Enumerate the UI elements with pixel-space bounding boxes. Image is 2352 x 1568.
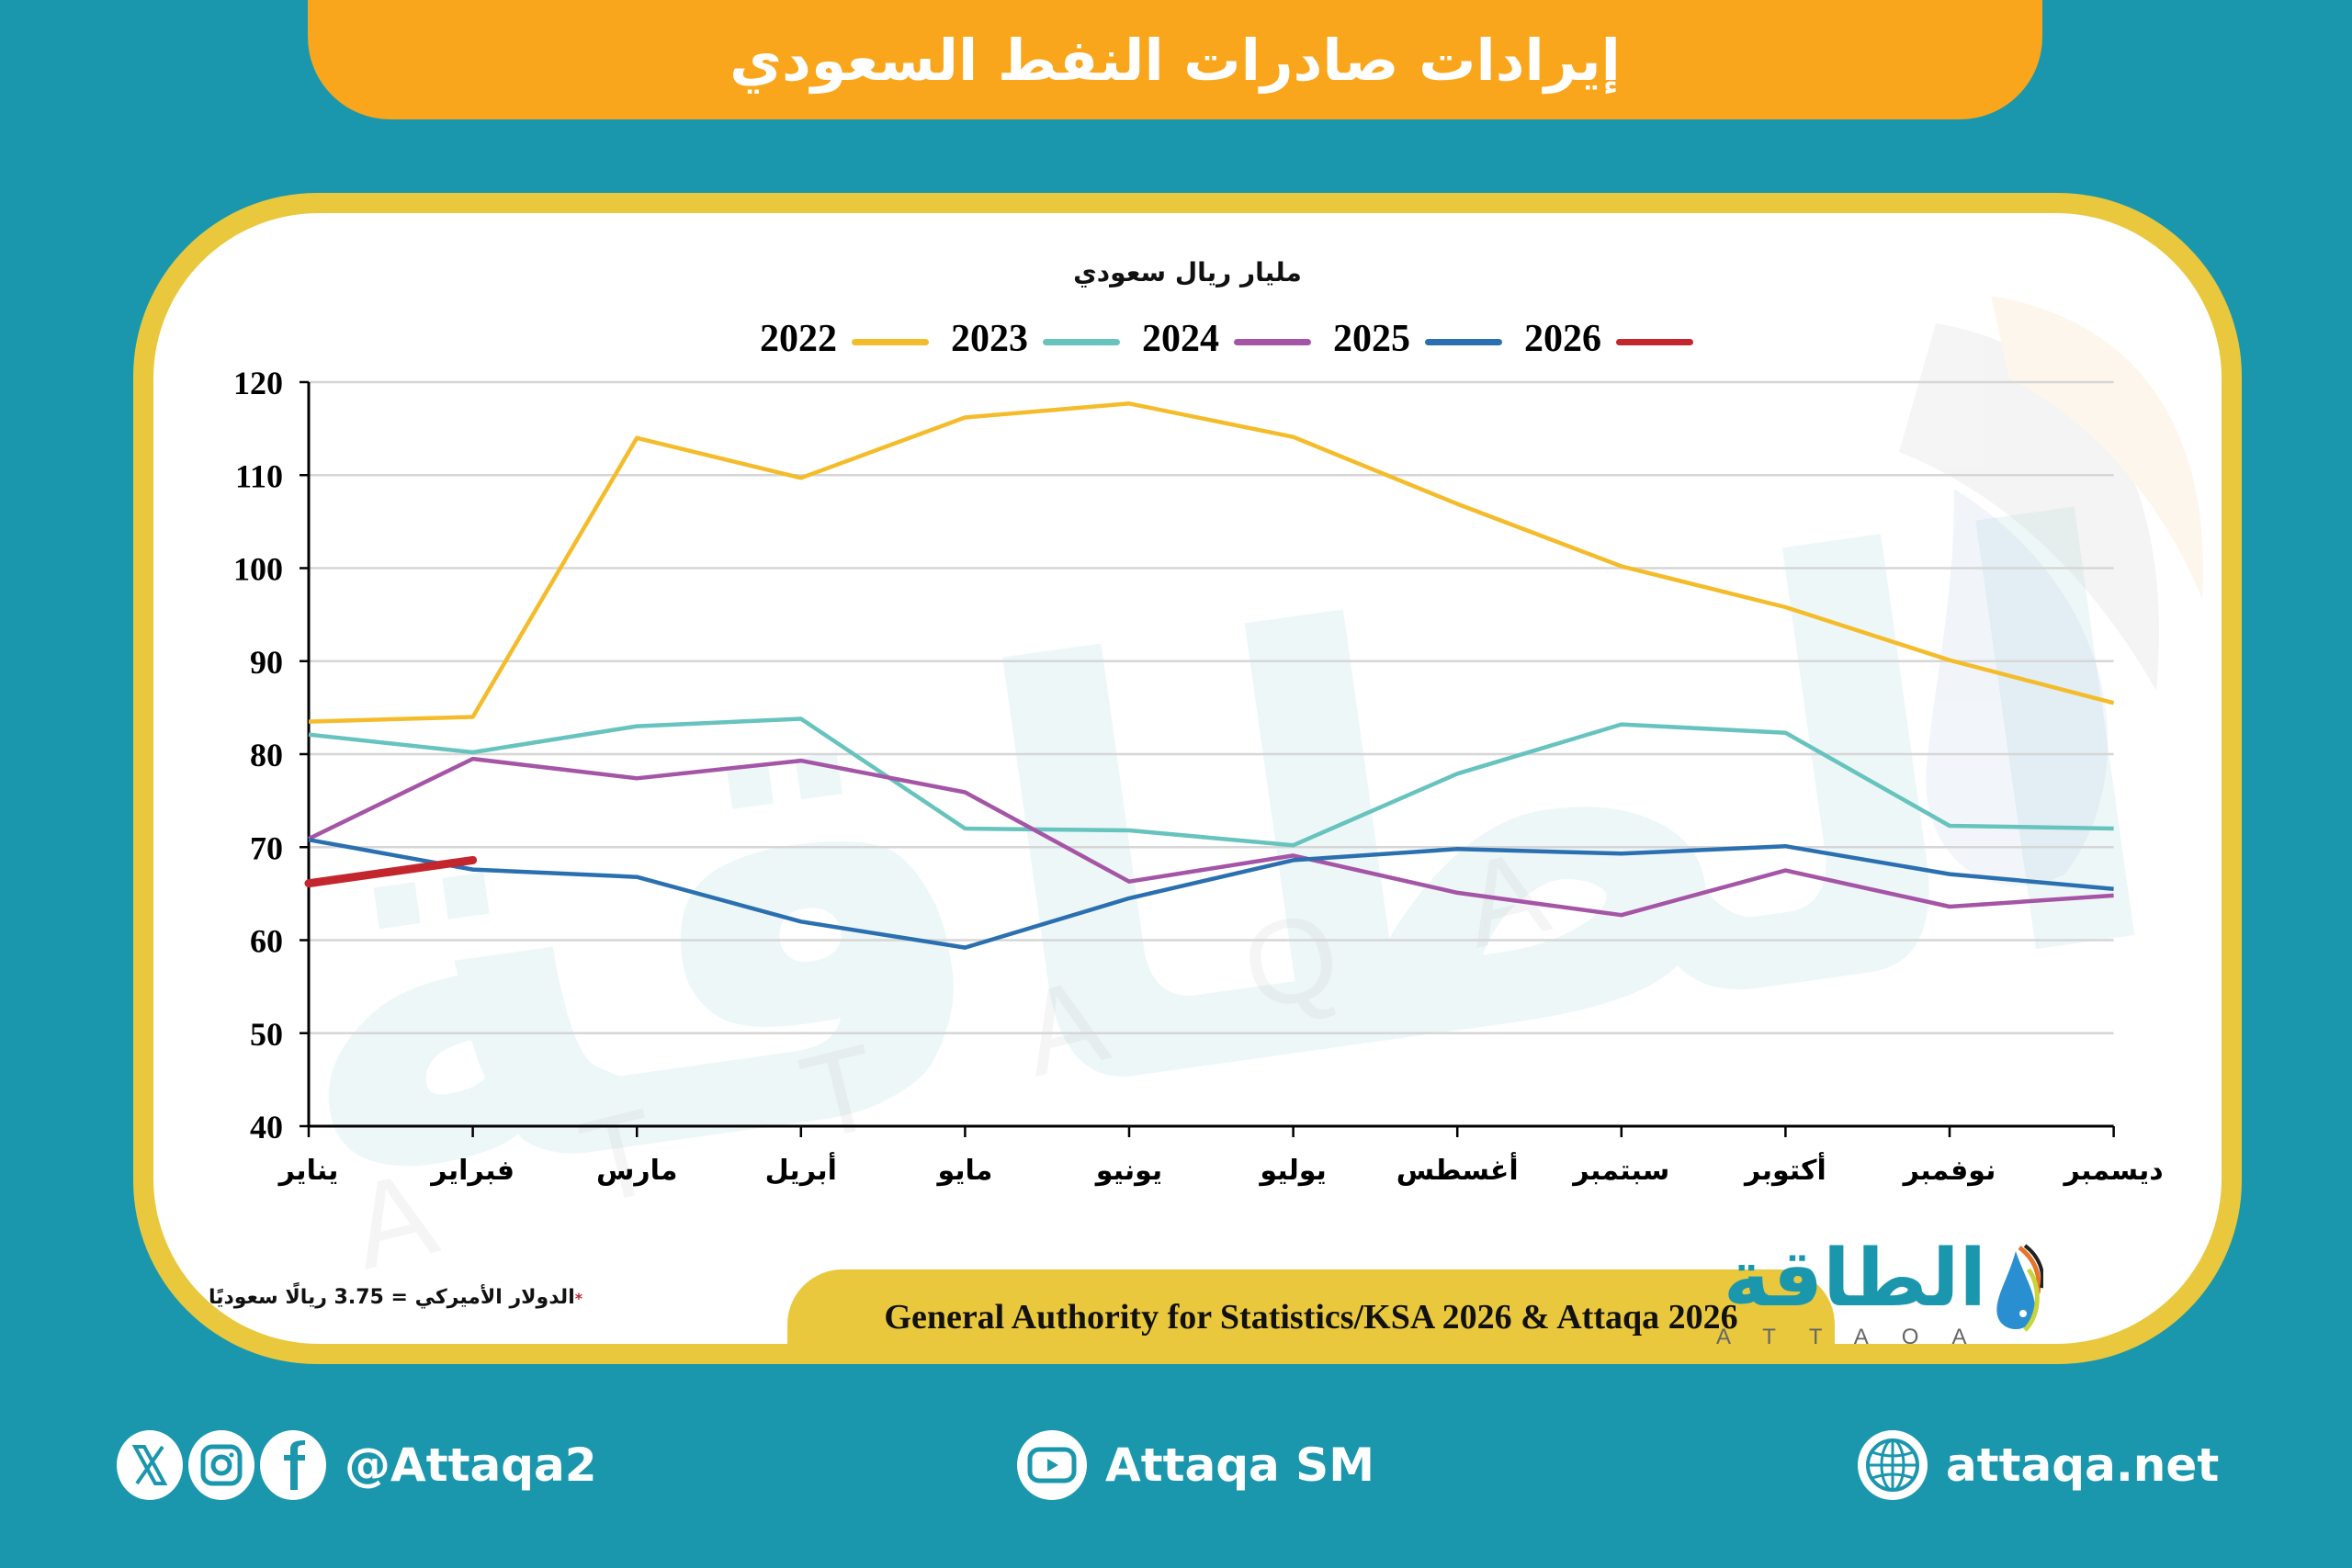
chart-card: الطاقة A T T A Q A مليار ريال سعودي 2022…	[133, 193, 2242, 1364]
youtube-channel-text[interactable]: Attaqa SM	[1105, 1438, 1374, 1492]
legend-swatch	[1425, 338, 1502, 345]
line-chart: 40 50 60 70 80 90 100 110 120 يناير فبراير مارس أبري…	[233, 365, 2164, 1187]
x-tick-label: مايو	[935, 1155, 992, 1187]
y-tick-label: 110	[235, 457, 283, 494]
y-tick-label: 40	[250, 1109, 283, 1145]
x-tick-label: أغسطس	[1396, 1152, 1519, 1187]
legend-year-label: 2025	[1333, 318, 1410, 360]
unit-label: مليار ريال سعودي	[1073, 257, 1302, 288]
y-tick-label: 60	[250, 923, 283, 960]
chart-card-body: الطاقة A T T A Q A مليار ريال سعودي 2022…	[153, 213, 2222, 1344]
legend-year-label: 2026	[1524, 318, 1601, 360]
x-tick-label: يوليو	[1258, 1155, 1326, 1187]
legend-year-label: 2024	[1142, 318, 1219, 360]
y-tick-label: 70	[250, 829, 283, 866]
currency-note: *الدولار الأميركي = 3.75 ريالًا سعوديًا	[209, 1286, 582, 1309]
legend-item-2023: 2023	[951, 317, 1142, 361]
x-tick-label: أبريل	[765, 1152, 837, 1187]
series-line-2025	[308, 837, 2114, 950]
youtube-icon[interactable]	[1017, 1430, 1087, 1500]
x-tick-label: فبراير	[429, 1155, 514, 1187]
y-axis: 40 50 60 70 80 90 100 110 120	[233, 365, 2114, 1145]
series-line-2026	[304, 855, 478, 888]
note-asterisk: *	[574, 1290, 583, 1307]
legend-item-2025: 2025	[1333, 317, 1524, 361]
x-tick-label: يونيو	[1094, 1155, 1162, 1187]
legend-year-label: 2023	[951, 318, 1028, 360]
y-tick-label: 100	[233, 551, 283, 588]
x-tick-label: يناير	[277, 1155, 339, 1187]
legend-swatch	[1043, 338, 1120, 345]
x-tick-label: مارس	[596, 1155, 678, 1187]
legend-item-2022: 2022	[760, 317, 951, 361]
currency-note-text: الدولار الأميركي = 3.75 ريالًا سعوديًا	[209, 1286, 575, 1309]
x-tick-label: سبتمبر	[1571, 1155, 1669, 1187]
logo-drop-icon	[1996, 1244, 2043, 1332]
x-tick-label: أكتوبر	[1743, 1152, 1826, 1187]
y-tick-label: 120	[233, 365, 283, 401]
y-tick-label: 50	[250, 1016, 283, 1053]
source-band: General Authority for Statistics/KSA 202…	[787, 1269, 1835, 1344]
source-text: General Authority for Statistics/KSA 202…	[884, 1298, 1738, 1337]
page-title: إيرادات صادرات النفط السعودي	[729, 26, 1621, 94]
website-text[interactable]: attaqa.net	[1946, 1438, 2220, 1492]
legend-swatch	[1616, 338, 1693, 345]
title-banner: إيرادات صادرات النفط السعودي	[308, 0, 2042, 119]
youtube-channel: Attaqa SM	[1017, 1430, 1374, 1500]
x-twitter-icon[interactable]	[117, 1430, 183, 1500]
series-line-2023	[308, 716, 2114, 848]
legend-year-label: 2022	[760, 318, 837, 360]
website: attaqa.net	[1858, 1430, 2219, 1500]
y-tick-label: 80	[250, 737, 283, 773]
y-tick-label: 90	[250, 644, 283, 681]
x-tick-label: نوفمبر	[1902, 1155, 1996, 1187]
chart-legend: 2022 2023 2024 2025 2026	[760, 316, 1715, 362]
series-line-2022	[308, 401, 2115, 724]
legend-item-2024: 2024	[1142, 317, 1333, 361]
legend-swatch	[852, 338, 929, 345]
legend-swatch	[1234, 338, 1311, 345]
series-lines	[304, 401, 2115, 950]
x-axis: يناير فبراير مارس أبريل مايو يونيو يوليو أغسطس س…	[277, 1124, 2164, 1187]
x-tick-label: ديسمبر	[2062, 1155, 2163, 1187]
facebook-icon[interactable]	[260, 1430, 326, 1500]
social-handle-text[interactable]: @Attaqa2	[345, 1438, 597, 1492]
logo-arabic-text: الطاقة	[1723, 1233, 1986, 1325]
logo-english-text: ATTAQA	[1716, 1325, 2000, 1344]
globe-icon[interactable]	[1858, 1430, 1928, 1500]
attaqa-logo: الطاقة ATTAQA	[1711, 1233, 2043, 1344]
instagram-icon[interactable]	[188, 1430, 254, 1500]
social-handles: @Attaqa2	[117, 1430, 597, 1500]
series-line-2024	[308, 756, 2114, 918]
legend-item-2026: 2026	[1524, 317, 1715, 361]
social-bar: @Attaqa2 Attaqa SM attaqa.net	[0, 1410, 2352, 1539]
